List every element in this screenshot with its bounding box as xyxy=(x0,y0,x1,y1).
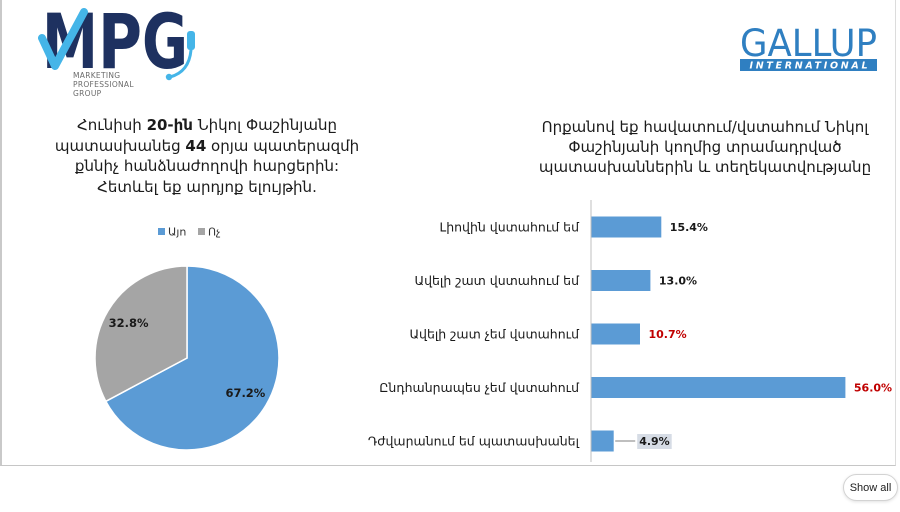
bar-value-label: 56.0% xyxy=(854,382,892,395)
bar-category-label: Դժվարանում եմ պատասխանել xyxy=(368,434,580,449)
mpg-letter-p: P xyxy=(98,4,142,86)
bar xyxy=(591,377,846,398)
title-line: քննիչ հանձնաժողովի հարցերին: xyxy=(37,156,377,177)
legend-label: Ոչ xyxy=(208,226,221,239)
bar-value-label: 15.4% xyxy=(670,221,708,234)
gallup-wordmark: GALLUP xyxy=(740,22,877,65)
bar-value-label: 10.7% xyxy=(649,328,687,341)
gallup-subtitle: INTERNATIONAL xyxy=(750,61,868,72)
bar-category-label: Ավելի շատ վստահում եմ xyxy=(415,273,581,288)
check-mark-icon xyxy=(38,8,88,70)
title-text: Նիկոլ Փաշինյանը xyxy=(192,116,337,134)
bar xyxy=(591,270,651,291)
title-text: Հետևել եք արդյոք ելույթին. xyxy=(97,177,317,196)
pie-chart: 67.2% 32.8% xyxy=(94,265,280,451)
gallup-bar xyxy=(740,59,877,71)
title-text: պատասխանեց xyxy=(54,136,186,155)
show-all-button[interactable]: Show all xyxy=(843,474,898,501)
bar-chart-title: Որքանով եք հավատում/վստահում Նիկոլ Փաշին… xyxy=(520,117,890,177)
title-line: Որքանով եք հավատում/վստահում Նիկոլ xyxy=(541,118,869,136)
title-text-bold: 44 xyxy=(185,136,207,155)
pie-value-label: 67.2% xyxy=(225,386,265,400)
bar-category-label: Լիովին վստահում եմ xyxy=(440,220,581,235)
legend-swatch xyxy=(158,228,165,235)
bar xyxy=(591,323,640,345)
mpg-tagline-line: PROFESSIONAL xyxy=(73,80,134,89)
legend-swatch xyxy=(198,228,205,235)
bar-value-label: 13.0% xyxy=(659,275,697,288)
title-line: պատասխանեց 44 օրյա պատերազմի xyxy=(37,136,377,157)
pie-slice xyxy=(94,265,188,403)
title-text-bold: 20-ին xyxy=(146,116,193,134)
mpg-logo: M P G MARKETING PROFESSIONAL GROUP xyxy=(38,4,195,98)
title-line: Հունիսի 20-ին Նիկոլ Փաշինյանը xyxy=(37,115,377,136)
title-line: Փաշինյանի կողմից տրամադրված xyxy=(568,138,842,156)
pie-slice xyxy=(104,265,280,451)
bar xyxy=(591,430,614,452)
pie-legend: Այո Ոչ xyxy=(158,226,221,239)
pie-chart-title: Հունիսի 20-ին Նիկոլ Փաշինյանը պատասխանեց… xyxy=(37,115,377,197)
legend-label: Այո xyxy=(168,226,186,239)
bar-category-label: Ավելի շատ չեմ վստահում xyxy=(409,327,580,342)
title-text: քննիչ հանձնաժողովի հարցերին: xyxy=(74,157,340,175)
bar xyxy=(591,216,662,238)
title-line: պատասխաններին և տեղեկատվությանը xyxy=(538,158,872,176)
headset-mic-icon xyxy=(168,48,193,79)
charts-canvas: Այո Ոչ 67.2% 32.8% Լիովին վստահում եմ 15.4%… xyxy=(94,200,892,462)
label-highlight xyxy=(637,434,672,449)
pie-value-label: 32.8% xyxy=(109,316,149,330)
headset-earcup-icon xyxy=(187,31,195,50)
mpg-tagline-line: GROUP xyxy=(73,89,102,98)
bar-category-label: Ընդհանրապես չեմ վստահում xyxy=(379,380,580,395)
title-line: Հետևել եք արդյոք ելույթին. xyxy=(37,177,377,198)
bar-value-label: 4.9% xyxy=(639,435,670,448)
title-text: Հունիսի xyxy=(77,116,147,134)
headset-mic-tip-icon xyxy=(165,73,173,81)
bar-chart: Լիովին վստահում եմ 15.4% Ավելի շատ վստահու… xyxy=(368,200,892,462)
gallup-logo: GALLUP INTERNATIONAL xyxy=(740,22,877,72)
mpg-tagline-line: MARKETING xyxy=(73,71,120,80)
title-text: օրյա պատերազմի xyxy=(206,136,360,155)
